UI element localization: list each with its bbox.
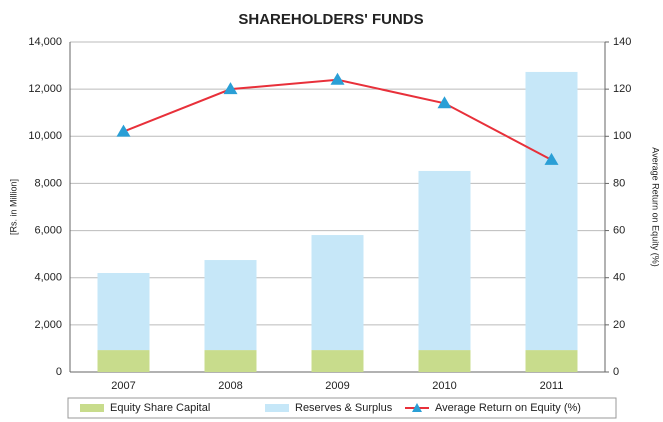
x-tick-label: 2010: [432, 380, 456, 392]
y-axis-title: [Rs. in Million]: [8, 179, 18, 235]
line-marker: [330, 72, 345, 85]
legend-box: [67, 397, 617, 419]
y2-tick-label: 100: [613, 130, 631, 142]
bar: [311, 350, 364, 372]
y-tick-label: 10,000: [28, 130, 62, 142]
legend-swatch: [80, 404, 104, 412]
bar: [97, 273, 150, 351]
y2-tick-label: 60: [613, 224, 625, 236]
x-tick-label: 2009: [325, 380, 349, 392]
chart-title: SHAREHOLDERS' FUNDS: [238, 11, 423, 28]
legend-swatch: [265, 404, 289, 412]
y2-tick-label: 120: [613, 83, 631, 95]
legend-label: Average Return on Equity (%): [435, 402, 581, 414]
x-tick-label: 2007: [111, 380, 135, 392]
y-tick-label: 14,000: [28, 36, 62, 48]
bar: [311, 235, 364, 351]
legend-marker: [412, 403, 422, 412]
y2-tick-label: 140: [613, 36, 631, 48]
y-tick-label: 4,000: [34, 272, 62, 284]
line-marker: [437, 96, 452, 109]
y2-tick-label: 20: [613, 319, 625, 331]
y2-tick-label: 0: [613, 366, 619, 378]
y2-axis-title: Average Return on Equity (%): [651, 147, 661, 266]
y-tick-label: 8,000: [34, 177, 62, 189]
legend-label: Reserves & Surplus: [295, 402, 393, 414]
bar: [525, 71, 578, 351]
bar: [525, 350, 578, 372]
line-marker: [116, 124, 131, 137]
bar: [97, 350, 150, 372]
bar: [418, 350, 471, 372]
y-tick-label: 0: [56, 366, 62, 378]
line-marker: [544, 152, 559, 165]
bar: [204, 350, 257, 372]
legend-label: Equity Share Capital: [110, 402, 210, 414]
y2-tick-label: 40: [613, 272, 625, 284]
y-tick-label: 2,000: [34, 319, 62, 331]
y2-tick-label: 80: [613, 177, 625, 189]
x-tick-label: 2008: [218, 380, 242, 392]
bar: [418, 170, 471, 351]
y-tick-label: 6,000: [34, 224, 62, 236]
line-marker: [223, 82, 238, 95]
x-tick-label: 2011: [540, 380, 564, 392]
bar: [204, 260, 257, 351]
y-tick-label: 12,000: [28, 83, 62, 95]
